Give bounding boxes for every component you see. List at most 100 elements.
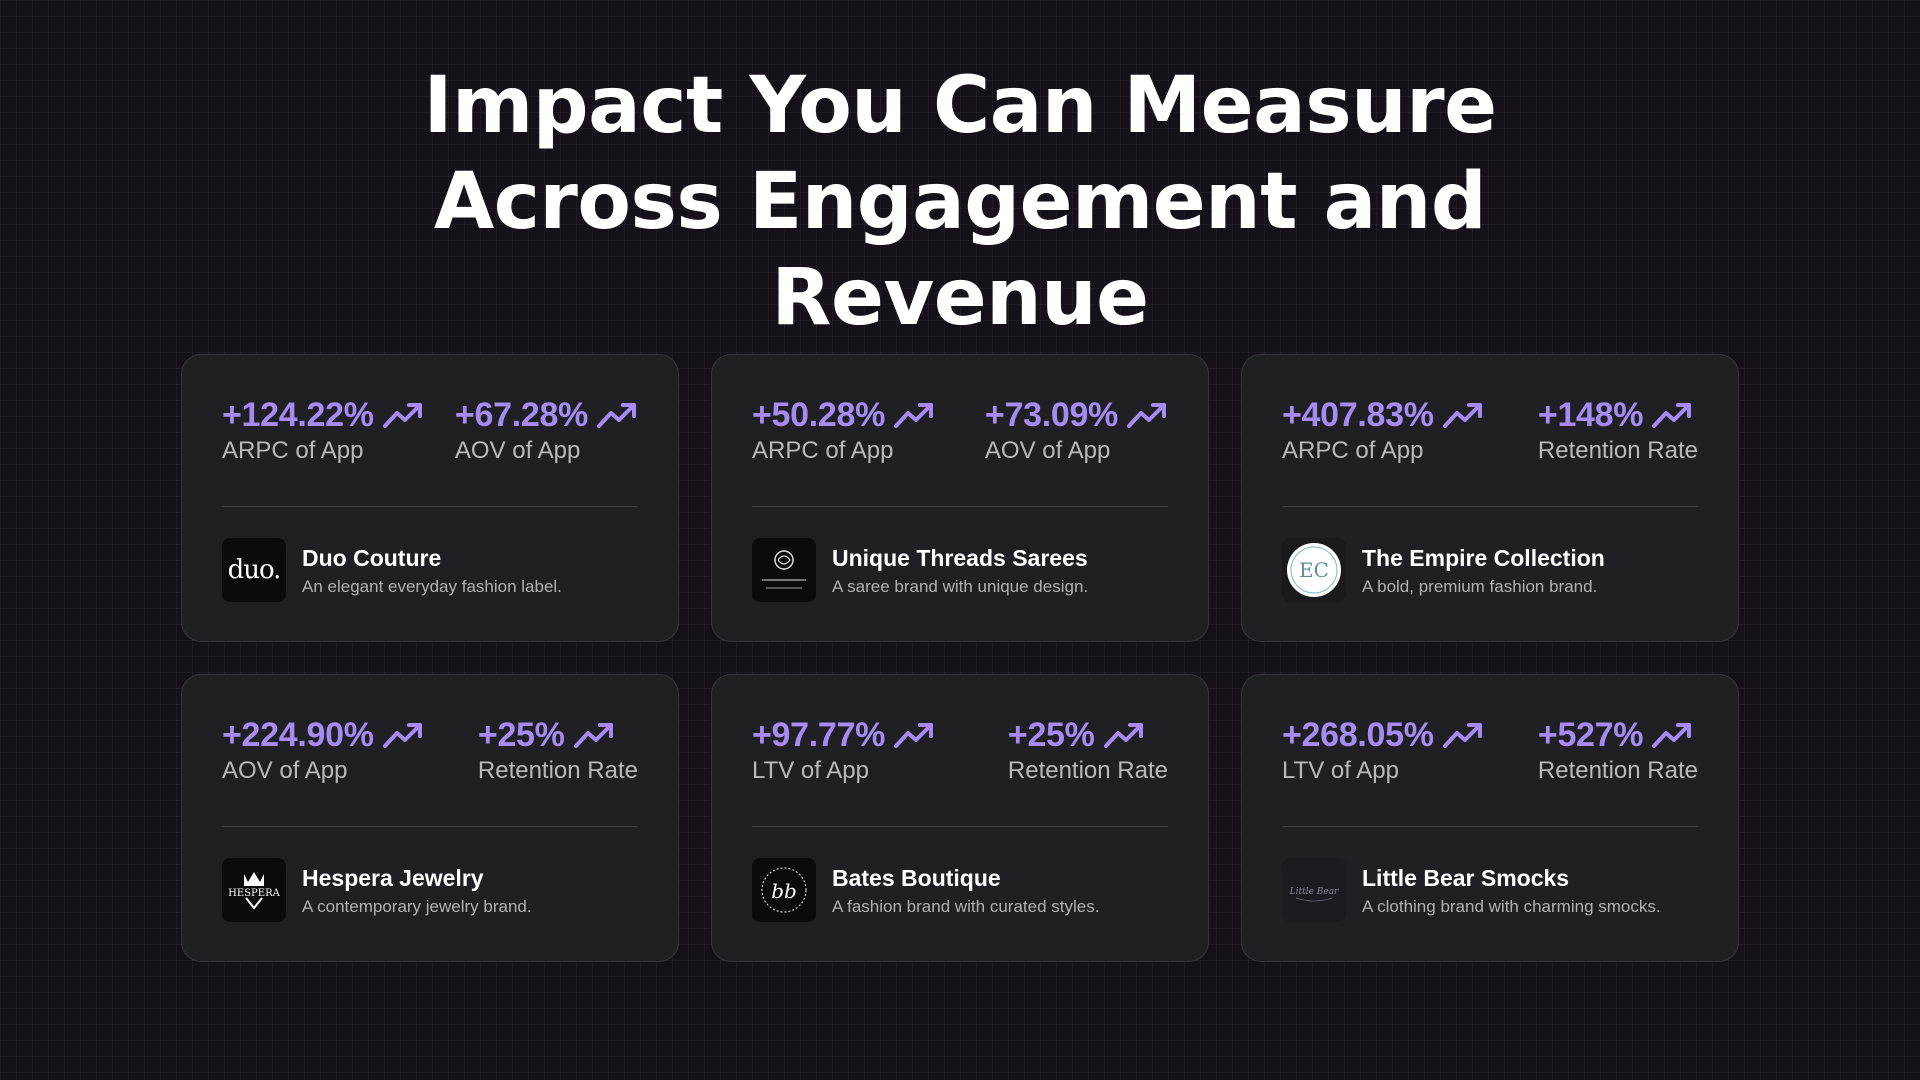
metric-label: AOV of App [454,437,581,464]
brand-description: An elegant everyday fashion label. [302,576,562,596]
metric: +124.22% ARPC of App [222,395,424,506]
bates-boutique-logo-mark: bb [761,867,807,913]
card-metrics: +224.90% AOV of App +25% Retention Rate [222,715,638,827]
metric-value: +97.77% [752,715,886,754]
logo-text: duo. [227,555,282,585]
unique-threads-logo [752,538,816,602]
brand-row: duo. Duo Couture An elegant everyday fas… [222,538,638,602]
metric-value-row: +67.28% [455,395,638,435]
brand-row: EC The Empire Collection A bold, premium… [1282,538,1698,602]
metric-value-row: +124.22% [222,395,424,435]
metric-label: Retention Rate [477,757,638,784]
brand-text: Duo Couture An elegant everyday fashion … [302,543,562,598]
card-metrics: +50.28% ARPC of App +73.09% AOV of App [752,395,1168,507]
metric-value-row: +25% [478,715,638,755]
card-metrics: +124.22% ARPC of App +67.28% AOV of App [222,395,638,507]
metric-value-row: +224.90% [222,715,424,755]
metric: +25% Retention Rate [1008,715,1168,826]
brand-name: Little Bear Smocks [1362,864,1570,891]
metric-value-row: +97.77% [752,715,935,755]
metric: +73.09% AOV of App [985,395,1168,506]
empire-collection-logo: EC [1282,538,1346,602]
hespera-logo: HESPERA [222,858,286,922]
metric-label: LTV of App [1282,757,1399,784]
brand-row: Unique Threads Sarees A saree brand with… [752,538,1168,602]
page-title-line-3: Revenue [771,253,1149,343]
metric: +224.90% AOV of App [222,715,424,826]
logo-text: Little Bear [1289,887,1339,897]
metric-value: +407.83% [1282,395,1434,434]
hespera-logo-mark: HESPERA [228,872,281,910]
brand-text: Hespera Jewelry A contemporary jewelry b… [302,863,532,918]
brand-row: Little Bear Little Bear Smocks A clothin… [1282,858,1698,922]
metric-value: +25% [477,715,565,754]
duo-couture-logo: duo. [222,538,286,602]
metric-value-row: +527% [1538,715,1698,755]
brand-row: bb Bates Boutique A fashion brand with c… [752,858,1168,922]
metric-value: +527% [1537,715,1644,754]
metric: +268.05% LTV of App [1282,715,1484,826]
case-study-card-bates-boutique: +97.77% LTV of App +25% Retention Rate [711,674,1209,962]
trend-up-icon [1126,400,1168,430]
metric-label: AOV of App [222,757,348,784]
metric-value: +73.09% [984,395,1118,434]
brand-description: A bold, premium fashion brand. [1362,576,1598,596]
trend-up-icon [1442,400,1484,430]
metric: +407.83% ARPC of App [1282,395,1484,506]
brand-text: The Empire Collection A bold, premium fa… [1362,543,1605,598]
trend-up-icon [1442,720,1484,750]
brand-row: HESPERA Hespera Jewelry A contemporary j… [222,858,638,922]
trend-up-icon [1651,720,1693,750]
brand-description: A contemporary jewelry brand. [302,896,532,916]
case-study-card-hespera-jewelry: +224.90% AOV of App +25% Retention Rate [181,674,679,962]
metric-label: Retention Rate [1007,757,1168,784]
empire-collection-logo-mark: EC [1287,543,1341,597]
metric-label: Retention Rate [1537,437,1698,464]
little-bear-smocks-logo-mark: Little Bear [1289,887,1339,902]
metric-label: LTV of App [752,757,869,784]
metric-value: +148% [1537,395,1644,434]
brand-name: Bates Boutique [832,864,1001,891]
card-metrics: +407.83% ARPC of App +148% Retention Rat… [1282,395,1698,507]
logo-text: HESPERA [228,888,280,899]
brand-description: A fashion brand with curated styles. [832,896,1100,916]
metric-value-row: +268.05% [1282,715,1484,755]
case-study-card-unique-threads-sarees: +50.28% ARPC of App +73.09% AOV of App [711,354,1209,642]
trend-up-icon [893,720,935,750]
metric: +97.77% LTV of App [752,715,935,826]
card-metrics: +97.77% LTV of App +25% Retention Rate [752,715,1168,827]
metric: +67.28% AOV of App [455,395,638,506]
trend-up-icon [596,400,638,430]
brand-text: Bates Boutique A fashion brand with cura… [832,863,1099,918]
logo-text: bb [771,879,797,903]
brand-text: Unique Threads Sarees A saree brand with… [832,543,1088,598]
metric: +148% Retention Rate [1538,395,1698,506]
metric-label: ARPC of App [1282,437,1424,464]
little-bear-smocks-logo: Little Bear [1282,858,1346,922]
brand-name: The Empire Collection [1362,544,1605,571]
metric-label: Retention Rate [1537,757,1698,784]
metric-value: +25% [1007,715,1095,754]
trend-up-icon [382,400,424,430]
page-title: Impact You Can Measure Across Engagement… [360,58,1560,346]
metric: +50.28% ARPC of App [752,395,935,506]
page-title-line-2: Across Engagement and [433,157,1487,247]
trend-up-icon [893,400,935,430]
trend-up-icon [1651,400,1693,430]
metric-value: +124.22% [222,395,374,434]
case-study-card-the-empire-collection: +407.83% ARPC of App +148% Retention Rat… [1241,354,1739,642]
brand-name: Duo Couture [302,544,442,571]
brand-description: A clothing brand with charming smocks. [1362,896,1661,916]
brand-text: Little Bear Smocks A clothing brand with… [1362,863,1661,918]
case-study-card-duo-couture: +124.22% ARPC of App +67.28% AOV of App … [181,354,679,642]
page-title-line-1: Impact You Can Measure [423,61,1497,151]
metric-value-row: +73.09% [985,395,1168,435]
bates-boutique-logo: bb [752,858,816,922]
metric-value-row: +407.83% [1282,395,1484,435]
metric-value: +268.05% [1282,715,1434,754]
case-study-card-little-bear-smocks: +268.05% LTV of App +527% Retention Rate [1241,674,1739,962]
card-metrics: +268.05% LTV of App +527% Retention Rate [1282,715,1698,827]
unique-threads-logo-mark [762,550,806,589]
metric-value-row: +50.28% [752,395,935,435]
